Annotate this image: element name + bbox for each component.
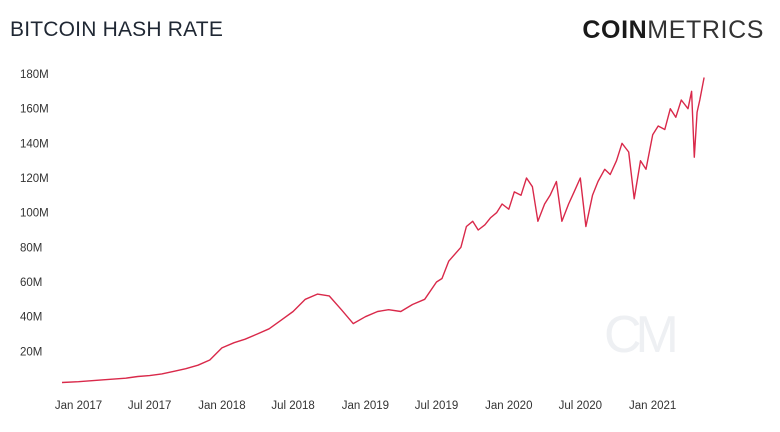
x-tick-label: Jul 2017 xyxy=(128,400,171,412)
y-tick-label: 40M xyxy=(20,312,42,324)
x-tick-label: Jan 2019 xyxy=(342,400,389,412)
watermark-text: CM xyxy=(604,306,676,364)
y-tick-label: 60M xyxy=(20,277,42,289)
x-tick-label: Jan 2020 xyxy=(485,400,532,412)
chart-title: BITCOIN HASH RATE xyxy=(10,18,224,41)
y-axis: 20M 40M 60M 80M 100M 120M 140M 160M 180M xyxy=(20,69,49,358)
y-tick-label: 160M xyxy=(20,104,49,116)
x-tick-label: Jul 2019 xyxy=(415,400,458,412)
x-tick-label: Jul 2020 xyxy=(559,400,602,412)
x-tick-label: Jan 2017 xyxy=(55,400,102,412)
x-tick-label: Jan 2021 xyxy=(629,400,676,412)
x-axis: Jan 2017 Jul 2017 Jan 2018 Jul 2018 Jan 2019… xyxy=(55,400,676,412)
x-tick-label: Jan 2018 xyxy=(198,400,245,412)
watermark-logo: CM xyxy=(604,306,682,364)
hash-rate-line xyxy=(61,77,705,384)
brand-logo-strong: COIN xyxy=(582,16,648,44)
y-tick-label: 100M xyxy=(20,208,49,220)
brand-logo: COINMETRICS xyxy=(582,16,764,45)
y-tick-label: 80M xyxy=(20,242,42,254)
x-tick-label: Jul 2018 xyxy=(271,400,314,412)
y-tick-label: 120M xyxy=(20,173,49,185)
y-tick-label: 140M xyxy=(20,138,49,150)
brand-logo-light: METRICS xyxy=(647,16,764,44)
y-tick-label: 20M xyxy=(20,346,42,358)
y-tick-label: 180M xyxy=(20,69,49,81)
